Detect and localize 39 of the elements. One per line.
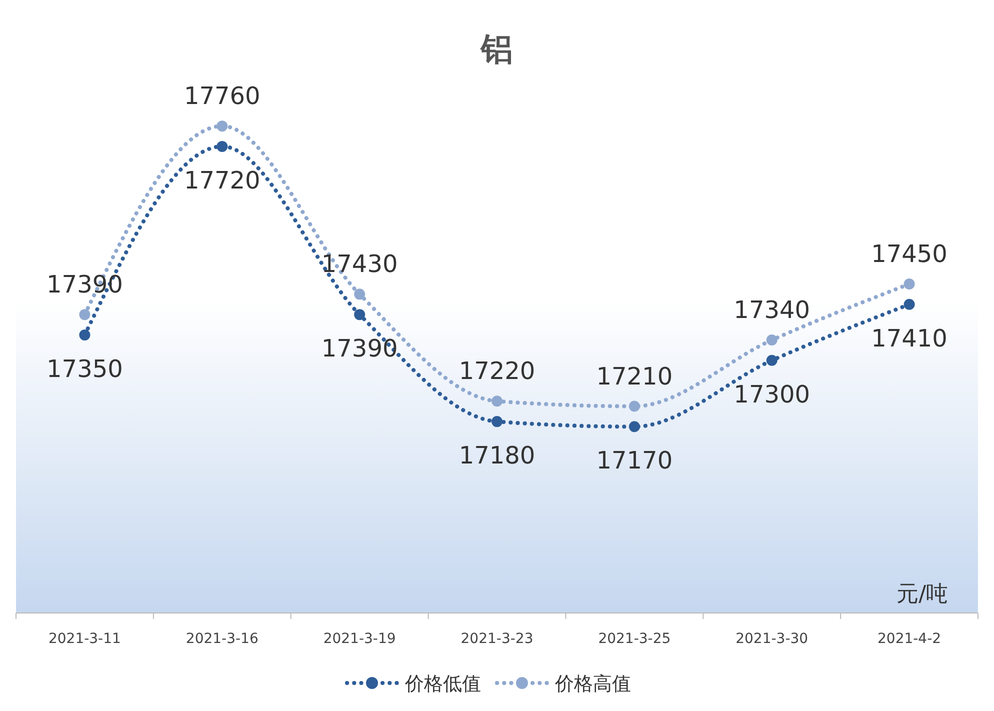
data-label: 17410 bbox=[871, 324, 948, 352]
legend-label: 价格低值 bbox=[404, 673, 481, 695]
data-label: 17760 bbox=[184, 82, 260, 110]
point bbox=[766, 334, 778, 346]
x-tick-label: 2021-4-2 bbox=[878, 631, 942, 647]
data-label: 17210 bbox=[596, 362, 673, 390]
point bbox=[492, 396, 502, 407]
text: 元/吨 bbox=[896, 582, 948, 607]
data-label: 17170 bbox=[596, 446, 673, 475]
data-label: 17390 bbox=[321, 334, 398, 363]
legend-label: 价格高值 bbox=[554, 673, 631, 695]
point bbox=[216, 120, 228, 132]
data-label: 17450 bbox=[871, 240, 948, 268]
x-tick-label: 2021-3-16 bbox=[186, 631, 258, 647]
data-label: 17350 bbox=[46, 354, 123, 383]
point bbox=[354, 288, 366, 300]
data-label: 17180 bbox=[458, 442, 536, 470]
data-label: 17720 bbox=[184, 166, 260, 194]
point bbox=[904, 278, 915, 290]
x-tick-label: 2021-3-30 bbox=[736, 631, 808, 647]
point bbox=[904, 298, 915, 310]
data-label: 17300 bbox=[734, 380, 810, 408]
data-label: 17340 bbox=[734, 296, 810, 324]
chart-title: 铝 bbox=[479, 30, 513, 68]
point bbox=[492, 416, 502, 428]
x-tick-label: 2021-3-23 bbox=[460, 631, 534, 647]
x-tick-label: 2021-3-19 bbox=[323, 631, 396, 647]
data-label: 17220 bbox=[458, 357, 536, 386]
point bbox=[216, 140, 228, 152]
data-label: 17390 bbox=[46, 270, 123, 299]
x-tick-label: 2021-3-25 bbox=[598, 631, 671, 647]
point bbox=[354, 309, 366, 320]
point bbox=[628, 400, 640, 412]
x-tick-label: 2021-3-11 bbox=[48, 631, 121, 647]
point bbox=[766, 354, 778, 366]
data-label: 17430 bbox=[321, 250, 398, 278]
point bbox=[79, 309, 90, 320]
point bbox=[628, 421, 640, 432]
point bbox=[79, 329, 90, 340]
